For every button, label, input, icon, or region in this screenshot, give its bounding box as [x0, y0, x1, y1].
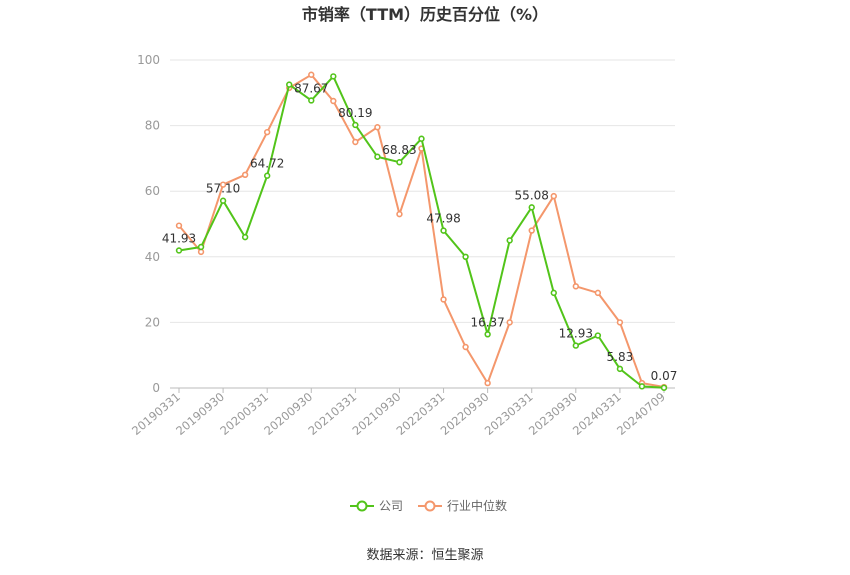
series-line-0 — [178, 75, 665, 389]
data-label: 16.37 — [470, 315, 504, 329]
data-label: 47.98 — [426, 212, 460, 226]
series-point-1 — [352, 138, 359, 146]
series-point-1 — [506, 319, 513, 326]
legend-label: 公司 — [379, 499, 403, 513]
data-label: 80.19 — [338, 106, 372, 120]
series-point-0 — [462, 253, 469, 260]
series-point-0 — [440, 227, 447, 234]
series-point-0 — [197, 243, 205, 251]
data-labels: 41.93 57.10 64.72 87.67 80.19 68.83 47.98 16.37… — [162, 81, 678, 382]
series-point-1 — [572, 283, 580, 290]
legend-label: 行业中位数 — [447, 498, 507, 513]
series-point-1 — [330, 97, 337, 105]
y-tick-label: 80 — [145, 119, 160, 133]
series-point-0 — [660, 384, 668, 391]
series-point-1 — [396, 210, 403, 218]
series-point-0 — [175, 247, 183, 254]
series-point-1 — [440, 296, 447, 303]
data-label: 55.08 — [515, 188, 549, 202]
data-label: 5.83 — [607, 350, 634, 364]
series-point-1 — [528, 227, 535, 234]
series-point-0 — [374, 153, 381, 160]
series-point-0 — [241, 233, 249, 241]
legend-swatch-marker — [424, 500, 436, 512]
y-tick-label: 0 — [152, 381, 160, 395]
data-label: 87.67 — [294, 81, 328, 95]
series-point-1 — [374, 124, 381, 131]
data-label: 68.83 — [382, 143, 416, 157]
grid — [170, 59, 675, 389]
series-point-1 — [484, 379, 491, 387]
series-point-1 — [197, 248, 205, 256]
series-point-1 — [263, 128, 271, 136]
series-point-0 — [418, 135, 425, 142]
series-point-0 — [506, 237, 513, 244]
series-point-1 — [594, 289, 602, 297]
series-point-0 — [308, 97, 315, 104]
series-point-0 — [550, 289, 557, 297]
chart-title: 市销率（TTM）历史百分位（%） — [302, 5, 548, 24]
series-point-0 — [638, 383, 646, 390]
series-point-1 — [462, 343, 469, 351]
series-point-1 — [308, 71, 315, 78]
series-point-0 — [594, 332, 602, 339]
series-point-0 — [484, 331, 491, 338]
series-point-0 — [263, 172, 271, 179]
series-point-1 — [550, 192, 557, 200]
data-label: 0.07 — [651, 369, 678, 383]
data-label: 57.10 — [206, 182, 240, 196]
series-point-0 — [352, 121, 359, 129]
data-label: 12.93 — [559, 327, 593, 341]
legend: 公司 行业中位数 — [350, 498, 507, 513]
series-point-1 — [616, 319, 624, 326]
series-point-0 — [396, 159, 403, 166]
series-point-0 — [219, 197, 227, 204]
y-tick-label: 20 — [145, 315, 160, 329]
source-note: 数据来源：恒生聚源 — [366, 548, 483, 563]
axes: 0204060801002019033120190930202003312020… — [129, 53, 668, 438]
series-layer — [175, 71, 668, 391]
series-point-0 — [330, 73, 337, 80]
series-point-0 — [616, 365, 624, 373]
series-point-1 — [175, 222, 183, 229]
series-point-0 — [572, 342, 580, 349]
series-point-1 — [241, 171, 249, 179]
data-label: 64.72 — [250, 157, 284, 171]
data-label: 41.93 — [162, 231, 196, 245]
x-tick-label: 20240709 — [614, 390, 668, 438]
y-tick-label: 100 — [137, 53, 160, 67]
legend-swatch-marker — [356, 500, 368, 512]
y-tick-label: 40 — [145, 250, 160, 264]
series-point-1 — [219, 181, 227, 188]
y-tick-label: 60 — [145, 184, 160, 198]
series-point-0 — [286, 81, 293, 88]
series-point-0 — [528, 204, 535, 211]
